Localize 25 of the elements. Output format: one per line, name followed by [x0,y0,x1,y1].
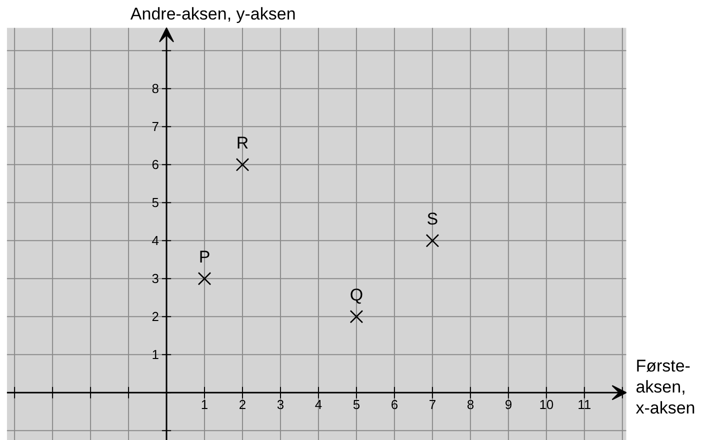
x-tick-label: 5 [352,397,360,412]
x-tick-label: 8 [466,397,474,412]
x-tick-label: 11 [578,397,592,412]
x-tick-label: 4 [314,397,322,412]
x-tick-label: 2 [238,397,246,412]
y-tick-label: 6 [152,157,159,172]
x-tick-label: 9 [504,397,512,412]
y-axis-title: Andre-aksen, y-aksen [130,4,296,24]
y-tick-label: 3 [152,271,159,286]
x-tick-label: 7 [428,397,436,412]
annotation: S [426,209,438,228]
y-tick-label: 5 [152,195,159,210]
x-tick-label: 3 [276,397,284,412]
x-axis-title: Første- aksen, x-aksen [636,356,696,418]
y-tick-label: 8 [152,81,159,96]
x-tick-label: 1 [200,397,208,412]
x-tick-label: 6 [390,397,398,412]
y-tick-label: 7 [152,119,159,134]
annotation: Q [350,285,364,304]
y-tick-label: 4 [152,233,159,248]
annotation: R [236,133,249,152]
y-tick-label: 2 [152,309,159,324]
y-tick-label: 1 [152,347,159,362]
annotation: P [198,247,210,266]
x-tick-label: 10 [539,397,554,412]
